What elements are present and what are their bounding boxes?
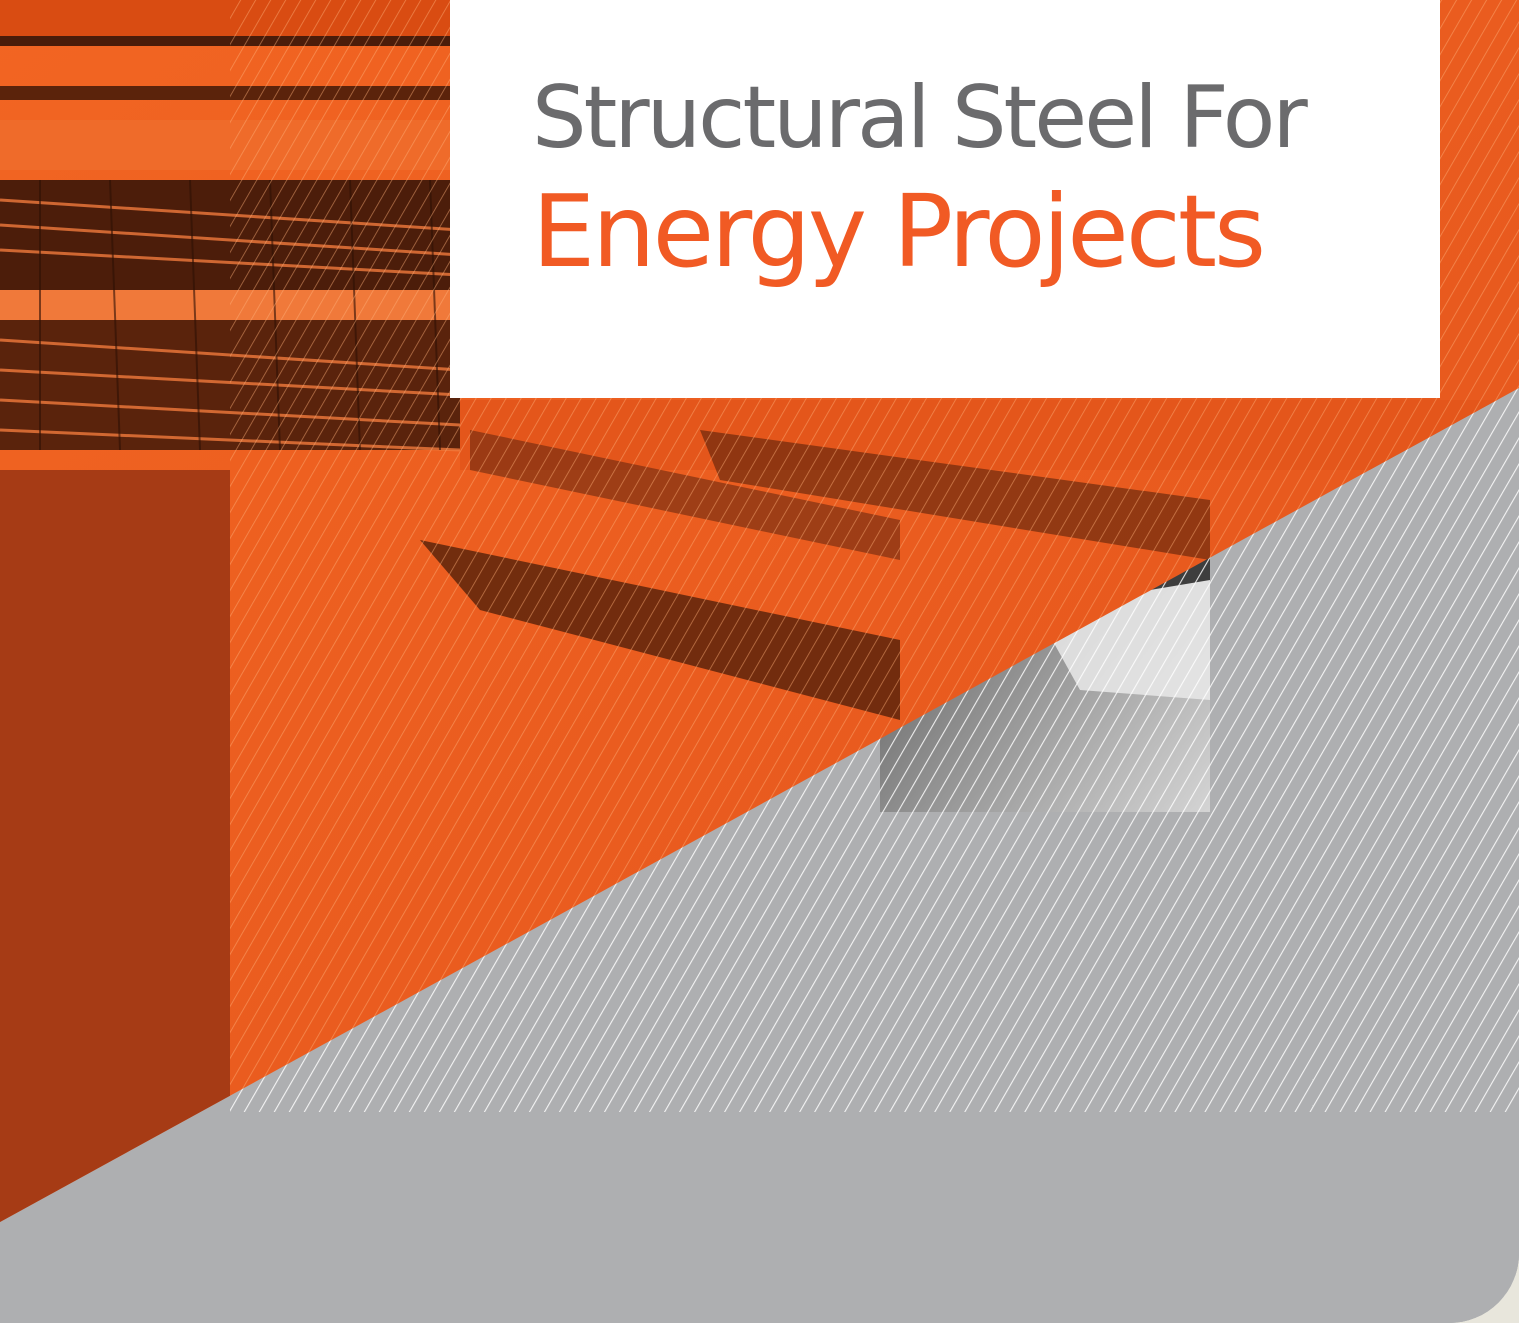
title-panel: Structural Steel For Energy Projects [450,0,1440,398]
dark-orange-column [0,470,230,1222]
title-line-1: Structural Steel For [532,68,1308,168]
title-line-2: Energy Projects [532,173,1266,290]
